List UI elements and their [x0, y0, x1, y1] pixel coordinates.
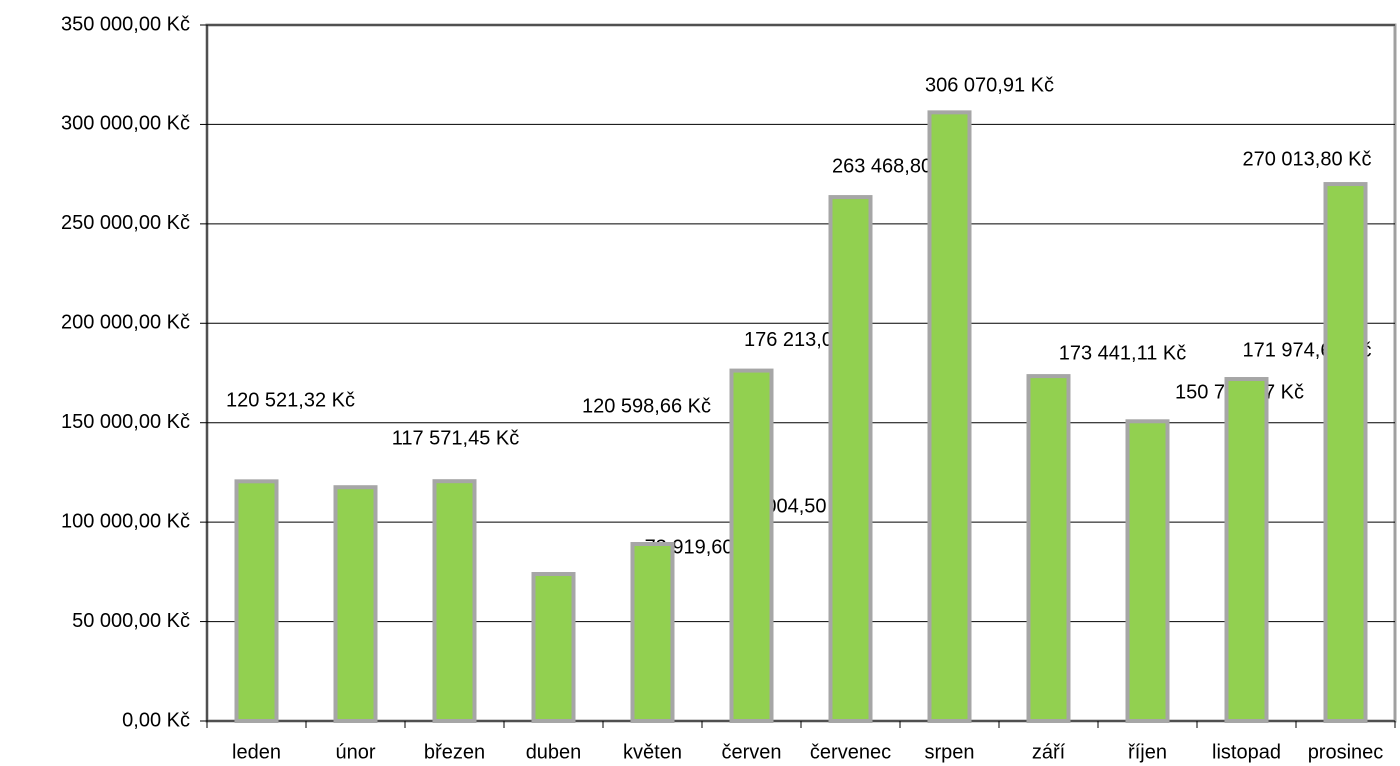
bar [432, 479, 477, 723]
data-label: 120 598,66 Kč [582, 395, 711, 417]
y-tick-label: 0,00 Kč [122, 709, 190, 731]
bar [1125, 419, 1170, 723]
y-tick-label: 250 000,00 Kč [61, 212, 190, 234]
data-label: 173 441,11 Kč [1059, 342, 1187, 364]
bar [531, 572, 576, 724]
plot-frame [205, 23, 1397, 723]
bar [927, 110, 972, 723]
x-tick-label: květen [623, 741, 682, 763]
x-tick-label: červenec [810, 741, 891, 763]
x-tick-label: únor [335, 741, 375, 763]
data-label: 270 013,80 Kč [1243, 148, 1372, 170]
bar [234, 479, 279, 723]
bar [1224, 377, 1269, 723]
bar [333, 485, 378, 723]
x-tick-label: leden [232, 741, 281, 763]
y-tick-label: 300 000,00 Kč [61, 113, 190, 135]
y-tick-label: 200 000,00 Kč [61, 312, 190, 334]
bar [729, 368, 774, 723]
y-tick-label: 50 000,00 Kč [72, 610, 190, 632]
x-tick-label: březen [424, 741, 485, 763]
x-tick-label: červen [721, 741, 781, 763]
x-tick-label: srpen [924, 741, 974, 763]
bar [630, 542, 675, 723]
x-tick-label: duben [526, 741, 582, 763]
x-tick-label: září [1032, 741, 1066, 763]
y-tick-label: 150 000,00 Kč [61, 411, 190, 433]
bar [1026, 374, 1071, 723]
x-tick-label: říjen [1128, 741, 1167, 763]
data-label: 120 521,32 Kč [226, 390, 355, 412]
y-tick-label: 350 000,00 Kč [61, 13, 190, 35]
y-tick-label: 100 000,00 Kč [61, 510, 190, 532]
data-label: 306 070,91 Kč [925, 75, 1054, 97]
x-tick-label: listopad [1212, 741, 1281, 763]
bar [1323, 182, 1368, 723]
bar [828, 195, 873, 723]
data-label: 117 571,45 Kč [392, 427, 520, 449]
x-tick-label: prosinec [1308, 741, 1384, 763]
